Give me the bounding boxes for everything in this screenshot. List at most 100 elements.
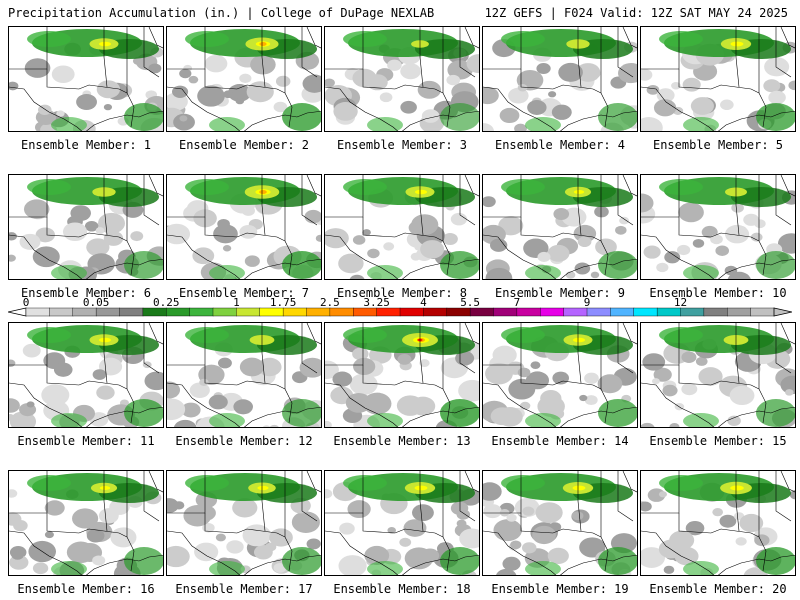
colorbar-swatch (95, 307, 120, 317)
ensemble-panel (482, 470, 638, 576)
colorbar-swatch (703, 307, 728, 317)
ensemble-panel (640, 174, 796, 280)
colorbar-swatch (727, 307, 752, 317)
precip-map (325, 27, 479, 131)
precip-map (483, 471, 637, 575)
panel-caption: Ensemble Member: 3 (336, 138, 468, 152)
colorbar-tick-label: 5.5 (460, 296, 481, 309)
colorbar-tick-label: 9 (583, 296, 591, 309)
colorbar-tick-label: 0.25 (153, 296, 180, 309)
ensemble-panel (166, 174, 322, 280)
panel-caption: Ensemble Member: 7 (178, 286, 310, 300)
colorbar-tick-label: 1 (233, 296, 240, 309)
colorbar-swatch (376, 307, 401, 317)
precip-map (325, 471, 479, 575)
precip-map (641, 175, 795, 279)
colorbar-tick-label: 1.75 (269, 296, 297, 309)
colorbar-swatch (540, 307, 565, 317)
precip-map (167, 27, 321, 131)
panel-caption: Ensemble Member: 17 (175, 582, 313, 596)
colorbar-swatch (446, 307, 471, 317)
colorbar-tick-label: 0 (22, 296, 30, 309)
colorbar-swatch (563, 307, 588, 317)
precip-map (641, 27, 795, 131)
ensemble-panel (482, 26, 638, 132)
precip-map (9, 471, 163, 575)
colorbar-swatch (282, 307, 307, 317)
colorbar-swatch (212, 307, 237, 317)
precip-map (641, 323, 795, 427)
colorbar-swatch (166, 307, 191, 317)
colorbar-tick-label: 12 (673, 296, 688, 309)
colorbar-swatch (516, 307, 541, 317)
valid-time: 12Z GEFS | F024 Valid: 12Z SAT MAY 24 20… (484, 6, 788, 20)
ensemble-panel (8, 322, 164, 428)
colorbar-tick-label: 2.5 (319, 296, 340, 309)
colorbar-swatch (236, 307, 261, 317)
precip-map (167, 323, 321, 427)
precip-map (167, 175, 321, 279)
precip-map (483, 323, 637, 427)
precip-map (483, 27, 637, 131)
colorbar-swatch (610, 307, 635, 317)
ensemble-panel (324, 174, 480, 280)
colorbar-swatch (329, 307, 354, 317)
colorbar-swatch (259, 307, 284, 317)
panel-caption: Ensemble Member: 1 (20, 138, 152, 152)
ensemble-panel (640, 322, 796, 428)
precip-map (9, 27, 163, 131)
colorbar-swatch (25, 307, 50, 317)
colorbar-tick-label: 3.25 (363, 296, 390, 309)
panel-caption: Ensemble Member: 10 (649, 286, 787, 300)
panel-caption: Ensemble Member: 11 (17, 434, 155, 448)
ensemble-panel (324, 322, 480, 428)
ensemble-panel (166, 322, 322, 428)
panel-caption: Ensemble Member: 18 (333, 582, 471, 596)
panel-caption: Ensemble Member: 9 (494, 286, 626, 300)
colorbar-swatch (353, 307, 378, 317)
colorbar-swatch (72, 307, 97, 317)
colorbar-swatch (423, 307, 448, 317)
colorbar-swatch (119, 307, 144, 317)
precip-map (325, 323, 479, 427)
colorbar-swatch (469, 307, 494, 317)
panel-caption: Ensemble Member: 4 (494, 138, 626, 152)
ensemble-panel (640, 470, 796, 576)
colorbar-swatch (750, 307, 775, 317)
panel-caption: Ensemble Member: 12 (175, 434, 313, 448)
colorbar-swatch (633, 307, 658, 317)
panel-caption: Ensemble Member: 8 (336, 286, 468, 300)
precip-map (641, 471, 795, 575)
colorbar-tick-label: 7 (513, 296, 521, 309)
ensemble-panel (8, 174, 164, 280)
colorbar-tick-label: 0.05 (82, 296, 110, 309)
ensemble-panel (324, 26, 480, 132)
colorbar-tick-label: 4 (420, 296, 427, 309)
ensemble-panel (324, 470, 480, 576)
colorbar-swatch (680, 307, 705, 317)
precip-map (9, 175, 163, 279)
panel-caption: Ensemble Member: 6 (20, 286, 152, 300)
chart-title: Precipitation Accumulation (in.) | Colle… (8, 6, 435, 20)
precip-map (9, 323, 163, 427)
ensemble-panel (640, 26, 796, 132)
colorbar-swatch (306, 307, 331, 317)
panel-caption: Ensemble Member: 20 (649, 582, 787, 596)
colorbar-graphic (7, 307, 793, 317)
panel-caption: Ensemble Member: 2 (178, 138, 310, 152)
colorbar-swatch (189, 307, 214, 317)
colorbar-swatch (49, 307, 74, 317)
ensemble-panel (166, 26, 322, 132)
ensemble-panel (8, 26, 164, 132)
panel-caption: Ensemble Member: 13 (333, 434, 471, 448)
ensemble-panel (166, 470, 322, 576)
panel-caption: Ensemble Member: 16 (17, 582, 155, 596)
colorbar-swatch (142, 307, 167, 317)
panel-caption: Ensemble Member: 5 (652, 138, 784, 152)
panel-caption: Ensemble Member: 14 (491, 434, 629, 448)
ensemble-panel (482, 322, 638, 428)
colorbar-swatch (656, 307, 681, 317)
colorbar-swatch (586, 307, 611, 317)
colorbar-swatch (399, 307, 424, 317)
colorbar-swatch (493, 307, 518, 317)
